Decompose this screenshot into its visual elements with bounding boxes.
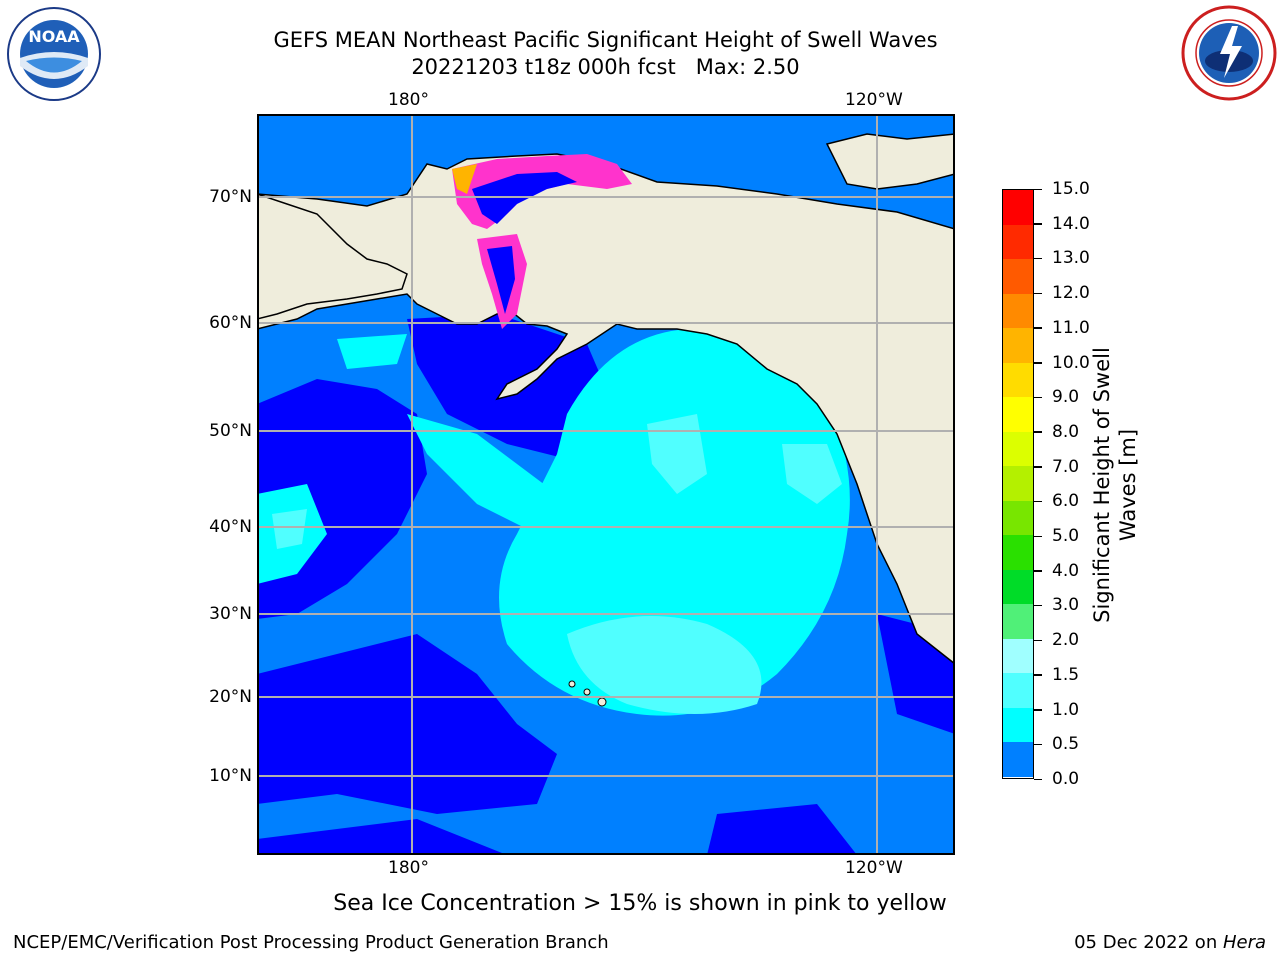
colorbar-segment [1003, 569, 1033, 605]
colorbar-tick-label: 1.5 [1052, 664, 1080, 685]
colorbar-tick-label: 12.0 [1052, 283, 1090, 304]
colorbar-tick-mark [1034, 709, 1042, 711]
forecast-subtitle: 20221203 t18z 000h fcst Max: 2.50 [411, 55, 800, 79]
lat-label-40n: 40°N [209, 517, 252, 537]
lat-label-10n: 10°N [209, 766, 252, 786]
colorbar-tick-label: 11.0 [1052, 317, 1090, 338]
colorbar-segment [1003, 466, 1033, 502]
colorbar-tick-label: 1.0 [1052, 699, 1080, 720]
colorbar-tick-mark [1034, 188, 1042, 190]
swell-mid-region [499, 328, 850, 716]
lon-label-180-bottom: 180° [388, 858, 429, 878]
colorbar-tick-label: 0.0 [1052, 769, 1080, 789]
lat-label-60n: 60°N [209, 313, 252, 333]
colorbar-tick-mark [1034, 500, 1042, 503]
land-siberia [257, 193, 408, 320]
lon-label-120w-top: 120°W [845, 90, 903, 110]
swell-low-region [257, 819, 507, 855]
colorbar-tick-mark [1034, 778, 1042, 780]
colorbar-segment [1003, 293, 1033, 329]
colorbar-tick-mark [1034, 535, 1042, 538]
colorbar-tick-mark [1034, 466, 1042, 468]
swell-high-region [272, 509, 307, 549]
colorbar-tick-label: 2.0 [1052, 630, 1080, 651]
swell-high-region [782, 444, 842, 504]
colorbar-tick-mark [1034, 743, 1042, 746]
colorbar-tick-mark [1034, 362, 1042, 364]
colorbar-tick-mark [1034, 604, 1042, 607]
colorbar-segment [1003, 397, 1033, 433]
colorbar-tick-label: 13.0 [1052, 248, 1090, 269]
footer-machine: Hera [1222, 932, 1266, 953]
colorbar-segment [1003, 604, 1033, 640]
sea-ice-caption: Sea Ice Concentration > 15% is shown in … [333, 891, 947, 916]
colorbar-tick-mark [1034, 223, 1042, 225]
colorbar-tick-mark [1034, 570, 1042, 572]
swell-mid-region [407, 414, 557, 534]
colorbar-tick-label: 5.0 [1052, 526, 1080, 547]
colorbar-segment [1003, 362, 1033, 398]
colorbar-segment [1003, 535, 1033, 571]
nws-logo [1181, 5, 1277, 101]
lon-label-180-top: 180° [388, 90, 429, 110]
lat-label-50n: 50°N [209, 421, 252, 441]
colorbar-tick-mark [1034, 292, 1042, 295]
sea-ice-edge [452, 164, 477, 194]
footer-date: 05 Dec 2022 on Hera [1074, 932, 1266, 954]
colorbar-tick-label: 7.0 [1052, 456, 1080, 477]
colorbar-tick-label: 8.0 [1052, 421, 1080, 442]
colorbar-tick-label: 9.0 [1052, 387, 1080, 408]
footer-date-text: 05 Dec 2022 on [1074, 932, 1223, 953]
colorbar-tick-label: 3.0 [1052, 595, 1080, 616]
swell-mid-region [337, 334, 407, 369]
colorbar-tick-label: 10.0 [1052, 352, 1090, 373]
colorbar-segment [1003, 259, 1033, 295]
colorbar-label: Significant Height of Swell Waves [m] [1090, 347, 1140, 623]
hawaii-island [568, 680, 576, 688]
colorbar-segment [1003, 638, 1033, 674]
lon-label-120w-bottom: 120°W [845, 858, 903, 878]
land-arctic-islands [825, 133, 955, 190]
colorbar-tick-label: 14.0 [1052, 213, 1090, 234]
colorbar-tick-mark [1034, 674, 1042, 676]
colorbar-tick-label: 6.0 [1052, 491, 1080, 512]
colorbar-tick-mark [1034, 327, 1042, 329]
colorbar-segment [1003, 707, 1033, 743]
lat-label-20n: 20°N [209, 687, 252, 707]
hawaii-island [583, 688, 591, 696]
colorbar [1002, 189, 1034, 779]
sea-ice-interior [487, 246, 515, 314]
graticule [257, 114, 955, 855]
colorbar-segment [1003, 224, 1033, 260]
colorbar-segment [1003, 500, 1033, 536]
swell-high-region [647, 414, 707, 494]
swell-low-region [257, 634, 557, 814]
svg-text:NOAA: NOAA [28, 27, 80, 46]
colorbar-tick-mark [1034, 396, 1042, 399]
lat-label-70n: 70°N [209, 187, 252, 207]
colorbar-tick-mark [1034, 257, 1042, 260]
colorbar-segment [1003, 431, 1033, 467]
colorbar-segment [1003, 190, 1033, 226]
hawaii-island [597, 697, 607, 707]
map-title: GEFS MEAN Northeast Pacific Significant … [273, 28, 938, 52]
colorbar-tick-mark [1034, 431, 1042, 433]
swell-low-region [707, 804, 857, 855]
footer-branch: NCEP/EMC/Verification Post Processing Pr… [13, 932, 609, 953]
noaa-logo: NOAA [7, 7, 101, 101]
colorbar-segment [1003, 328, 1033, 364]
colorbar-segment [1003, 673, 1033, 709]
map-frame [257, 114, 955, 855]
lat-label-30n: 30°N [209, 604, 252, 624]
colorbar-segment [1003, 742, 1033, 778]
colorbar-tick-label: 15.0 [1052, 179, 1090, 199]
swell-height-map [257, 114, 955, 855]
swell-high-region [567, 616, 762, 714]
colorbar-tick-mark [1034, 639, 1042, 642]
colorbar-tick-label: 4.0 [1052, 560, 1080, 581]
colorbar-tick-label: 0.5 [1052, 734, 1080, 755]
